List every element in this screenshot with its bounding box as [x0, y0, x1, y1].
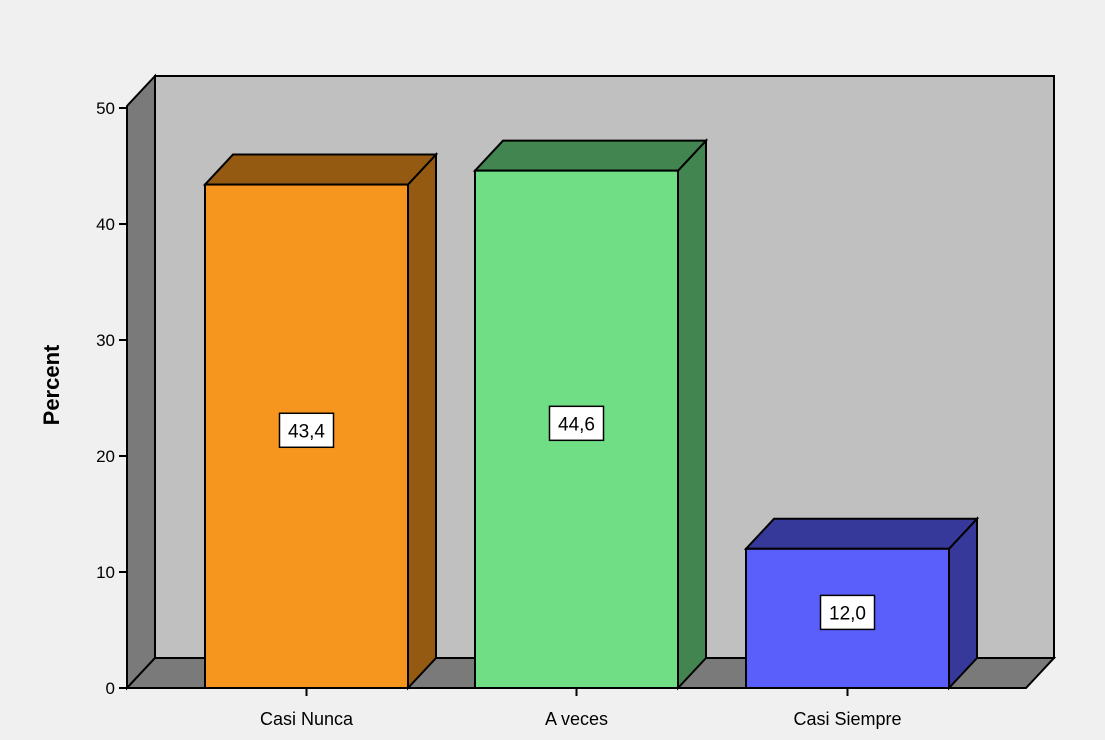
bar-2: 44,6 — [472, 138, 709, 691]
data-label-box — [278, 412, 335, 449]
x-category-label: A veces — [545, 709, 608, 729]
data-label-box — [548, 405, 605, 442]
y-axis-title: Percent — [39, 344, 64, 425]
x-category-label: Casi Nunca — [260, 709, 354, 729]
x-axis: Casi Nunca A veces Casi Siempre — [127, 687, 1026, 729]
bar-top — [202, 153, 439, 186]
y-tick-label: 40 — [96, 215, 115, 234]
bar-side — [677, 138, 707, 691]
bar-top — [472, 139, 709, 172]
y-tick-label: 20 — [96, 447, 115, 466]
y-tick-label: 30 — [96, 331, 115, 350]
side-wall — [126, 73, 156, 691]
x-category-label: Casi Siempre — [793, 709, 901, 729]
bar-top — [743, 517, 980, 550]
bar-3: 12,0 — [743, 516, 980, 691]
y-tick-label: 10 — [96, 563, 115, 582]
y-axis: 0 10 20 30 40 50 — [96, 99, 128, 698]
bar-side — [407, 152, 437, 691]
data-label-box — [819, 594, 876, 631]
data-label: 44,6 — [558, 414, 595, 435]
data-label: 43,4 — [288, 421, 325, 442]
bars-group: 43,4 44,6 12,0 — [202, 138, 980, 691]
bar-1: 43,4 — [202, 152, 439, 691]
data-label: 12,0 — [829, 603, 866, 624]
y-tick-label: 50 — [96, 99, 115, 118]
y-tick-label: 0 — [106, 679, 115, 698]
